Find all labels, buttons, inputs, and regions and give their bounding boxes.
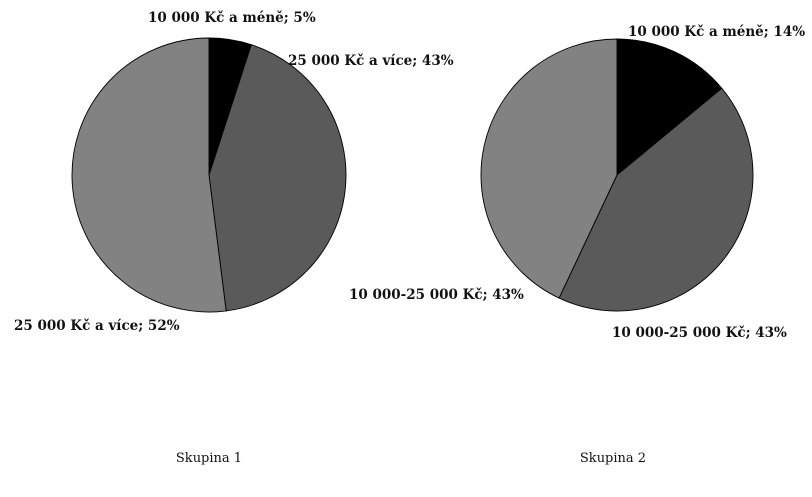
slice-label-chart1-slice2: 25 000 Kč a více; 43%	[288, 53, 454, 69]
pie-slice-chart1-slice3	[71, 37, 227, 313]
slice-label-chart1-slice3: 25 000 Kč a více; 52%	[14, 318, 180, 334]
pie-chart-skupina-1	[71, 37, 347, 313]
pie-slice-chart2-slice1	[616, 38, 723, 176]
slice-label-chart1-slice1: 10 000 Kč a méně; 5%	[148, 10, 316, 26]
slice-label-chart2-slice3: 10 000-25 000 Kč; 43%	[349, 287, 524, 303]
pie-slice-chart2-slice2	[558, 87, 754, 312]
chart-title-skupina-1: Skupina 1	[176, 451, 242, 466]
pie-chart-skupina-2	[480, 38, 754, 312]
slice-label-chart2-slice1: 10 000 Kč a méně; 14%	[628, 24, 805, 40]
chart-title-skupina-2: Skupina 2	[580, 451, 646, 466]
pie-slice-chart1-slice2	[208, 44, 347, 312]
slice-label-chart2-slice2: 10 000-25 000 Kč; 43%	[612, 325, 787, 341]
pie-slice-chart2-slice3	[480, 38, 618, 299]
